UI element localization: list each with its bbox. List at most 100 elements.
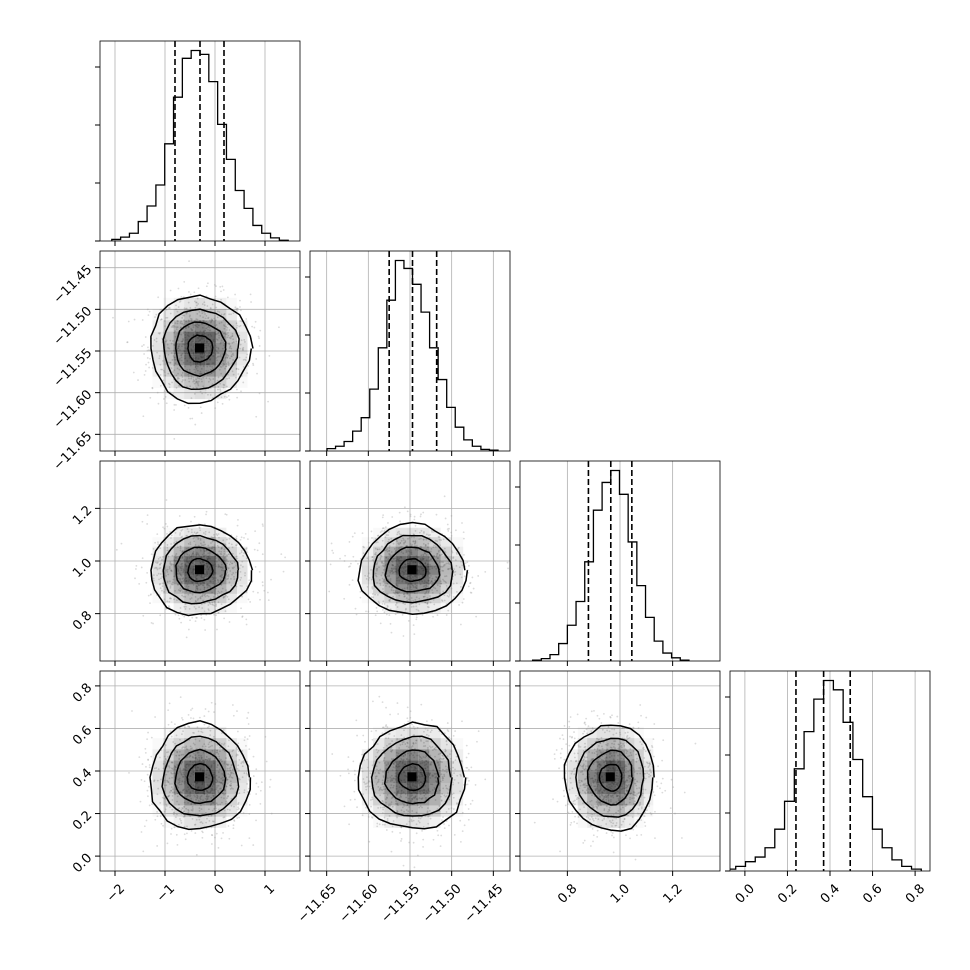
scatter-point: [176, 763, 179, 766]
scatter-point: [177, 345, 180, 348]
scatter-point: [179, 327, 182, 330]
scatter-point: [211, 540, 214, 543]
scatter-point: [181, 761, 183, 764]
scatter-point: [202, 316, 204, 319]
scatter-point: [223, 327, 226, 330]
scatter-point: [177, 339, 180, 342]
scatter-point: [382, 588, 384, 590]
scatter-point: [238, 334, 241, 337]
scatter-point: [169, 289, 172, 292]
scatter-point: [223, 797, 225, 800]
scatter-point: [146, 357, 149, 359]
density-cell: [395, 574, 407, 585]
scatter-point: [406, 599, 409, 602]
scatter-point: [165, 569, 168, 572]
scatter-point: [194, 595, 197, 598]
scatter-point: [448, 567, 451, 570]
scatter-point: [403, 541, 406, 544]
scatter-point: [414, 542, 417, 544]
scatter-point: [221, 748, 224, 751]
scatter-point: [423, 584, 426, 587]
scatter-point: [175, 374, 178, 377]
scatter-point: [468, 779, 470, 782]
scatter-point: [217, 533, 220, 535]
scatter-point: [247, 598, 250, 601]
scatter-point: [175, 304, 177, 307]
scatter-point: [194, 589, 197, 592]
scatter-point: [213, 544, 216, 546]
scatter-point: [212, 603, 215, 606]
scatter-point: [230, 805, 233, 807]
scatter-point: [211, 319, 214, 322]
scatter-point: [439, 845, 442, 848]
scatter-point: [232, 341, 235, 344]
scatter-point: [187, 593, 190, 596]
scatter-point: [425, 584, 428, 587]
scatter-point: [172, 768, 175, 771]
scatter-point: [174, 358, 177, 361]
scatter-point: [196, 536, 199, 539]
density-cell: [451, 565, 464, 575]
density-peak: [195, 772, 204, 782]
scatter-point: [193, 536, 196, 539]
scatter-point: [445, 575, 448, 577]
scatter-point: [216, 595, 219, 597]
scatter-point: [191, 417, 194, 420]
scatter-point: [383, 611, 386, 614]
scatter-point: [415, 616, 418, 619]
scatter-point: [223, 617, 226, 620]
scatter-point: [190, 829, 193, 832]
scatter-point: [452, 556, 455, 559]
scatter-point: [194, 756, 197, 759]
scatter-point: [364, 740, 366, 743]
scatter-point: [383, 580, 386, 583]
scatter-point: [235, 564, 237, 567]
scatter-point: [396, 585, 399, 588]
scatter-point: [196, 796, 198, 799]
scatter-point: [220, 366, 223, 368]
scatter-point: [390, 567, 393, 570]
scatter-point: [412, 605, 415, 608]
scatter-point: [232, 714, 235, 717]
scatter-point: [385, 706, 387, 709]
scatter-point: [226, 578, 229, 581]
scatter-point: [251, 325, 254, 328]
scatter-point: [237, 803, 240, 806]
scatter-point: [413, 633, 416, 636]
scatter-point: [159, 567, 162, 569]
scatter-point: [189, 795, 191, 798]
density-cell: [236, 556, 248, 566]
scatter-point: [426, 597, 429, 599]
scatter-point: [190, 802, 193, 805]
scatter-point: [399, 542, 402, 544]
scatter-point: [182, 323, 185, 326]
scatter-point: [204, 391, 207, 394]
scatter-point: [165, 316, 167, 319]
scatter-point: [219, 781, 222, 784]
scatter-point: [230, 543, 233, 546]
scatter-point: [245, 547, 248, 550]
scatter-point: [237, 742, 240, 745]
scatter-point: [173, 438, 176, 440]
scatter-point: [455, 582, 458, 585]
scatter-point: [175, 734, 178, 737]
density-cell: [194, 603, 206, 613]
panel-3-0: −2 −1 0 10.00.20.40.60.8: [70, 670, 301, 906]
density-cell: [205, 376, 216, 388]
scatter-point: [209, 365, 212, 368]
scatter-point: [217, 376, 220, 379]
scatter-point: [202, 320, 205, 322]
scatter-point: [446, 594, 449, 597]
scatter-point: [229, 766, 232, 769]
scatter-point: [196, 552, 199, 555]
scatter-point: [211, 801, 214, 803]
scatter-point: [406, 717, 409, 720]
scatter-point: [220, 777, 223, 780]
scatter-point: [188, 325, 190, 328]
scatter-point: [198, 807, 201, 810]
scatter-point: [169, 361, 172, 364]
scatter-point: [241, 761, 244, 763]
scatter-point: [258, 542, 261, 545]
scatter-point: [180, 569, 183, 571]
scatter-point: [172, 349, 175, 352]
